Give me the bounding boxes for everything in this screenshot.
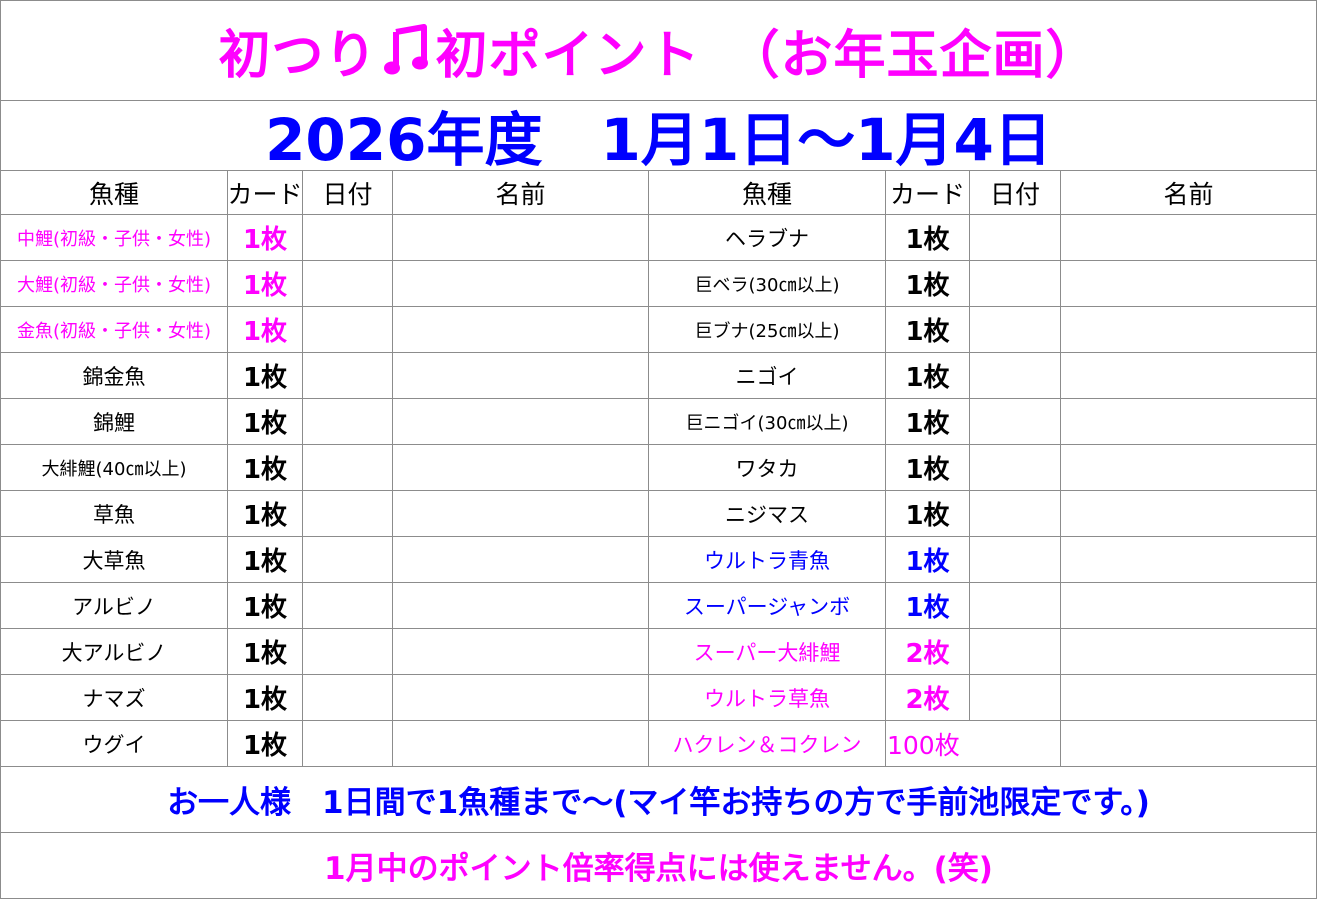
card-count-right: 1枚 <box>905 271 950 301</box>
card-count-left: 1枚 <box>242 409 288 439</box>
fish-name-left: アルビノ <box>72 594 156 619</box>
header-name-right: 名前 <box>1163 179 1214 209</box>
header-name-left: 名前 <box>495 179 546 209</box>
fish-name-left: ウグイ <box>82 732 146 757</box>
period-heading: 2026年度 1月1日～1月4日 <box>265 106 1052 169</box>
fish-name-right: スーパージャンボ <box>683 594 851 619</box>
fish-name-right: ワタカ <box>735 456 799 481</box>
card-count-right: 100枚 <box>887 730 960 760</box>
card-count-left: 1枚 <box>242 685 288 715</box>
grid-line <box>0 674 1317 675</box>
title-left: 初つり <box>218 25 378 86</box>
header-fish-left: 魚種 <box>88 179 139 209</box>
card-count-left: 1枚 <box>242 455 288 485</box>
card-count-right: 1枚 <box>905 455 950 485</box>
grid-line <box>0 490 1317 491</box>
grid-line <box>0 536 1317 537</box>
fish-name-right: ヘラブナ <box>725 226 809 251</box>
card-count-left: 1枚 <box>242 731 288 761</box>
card-count-left: 1枚 <box>242 501 288 531</box>
card-count-right: 1枚 <box>905 593 950 623</box>
footer-note-line: 1月中のポイント倍率得点には使えません。(笑) <box>324 851 993 887</box>
fish-name-left: 大緋鯉(40㎝以上) <box>41 458 187 480</box>
card-count-right: 1枚 <box>905 363 950 393</box>
fish-name-left: 草魚 <box>93 502 135 527</box>
grid-line <box>1060 170 1061 767</box>
fish-name-left: 金魚(初級・子供・女性) <box>16 320 212 342</box>
grid-line <box>885 170 886 767</box>
grid-line <box>0 582 1317 583</box>
fish-name-right: ニゴイ <box>735 364 799 389</box>
fish-name-left: 錦鯉 <box>93 410 135 435</box>
grid-line <box>0 100 1317 101</box>
fish-name-left: 大アルビノ <box>61 640 167 665</box>
grid-line <box>648 170 649 767</box>
grid-line <box>969 170 970 720</box>
grid-line <box>0 0 1 899</box>
grid-line <box>392 170 393 767</box>
card-count-left: 1枚 <box>242 271 288 301</box>
card-count-left: 1枚 <box>242 363 288 393</box>
music-note-icon <box>383 24 428 75</box>
grid-line <box>0 832 1317 833</box>
card-count-right: 2枚 <box>905 639 950 669</box>
card-count-right: 2枚 <box>905 685 950 715</box>
card-count-left: 1枚 <box>242 639 288 669</box>
grid-line <box>0 0 1317 1</box>
grid-line <box>0 766 1317 767</box>
card-count-right: 1枚 <box>905 501 950 531</box>
header-date-left: 日付 <box>322 179 373 209</box>
grid-line <box>0 398 1317 399</box>
grid-line <box>0 170 1317 171</box>
fish-name-right: 巨ベラ(30㎝以上) <box>694 274 840 296</box>
fish-name-left: 大鯉(初級・子供・女性) <box>16 274 212 296</box>
card-count-right: 1枚 <box>905 547 950 577</box>
fish-name-right: 巨ブナ(25㎝以上) <box>694 320 840 342</box>
fish-name-right: ハクレン＆コクレン <box>672 732 862 757</box>
grid-line <box>302 170 303 767</box>
header-card-right: カード <box>889 179 965 209</box>
fish-name-right: ニジマス <box>725 502 809 527</box>
fish-name-right: スーパー大緋鯉 <box>693 640 841 665</box>
grid-line <box>0 444 1317 445</box>
card-count-left: 1枚 <box>242 317 288 347</box>
card-count-right: 1枚 <box>905 317 950 347</box>
card-count-left: 1枚 <box>242 593 288 623</box>
title-right: 初ポイント （お年玉企画） <box>435 25 1099 86</box>
sheet-title: 初つり 初ポイント （お年玉企画） <box>1 1 1316 99</box>
fish-name-right: 巨ニゴイ(30㎝以上) <box>685 412 849 434</box>
card-count-right: 1枚 <box>905 225 950 255</box>
footer-rule-line: お一人様 1日間で1魚種まで～(マイ竿お持ちの方で手前池限定です。) <box>167 785 1150 821</box>
grid-line <box>0 352 1317 353</box>
header-date-right: 日付 <box>989 179 1040 209</box>
fish-name-right: ウルトラ草魚 <box>704 686 830 711</box>
grid-line <box>0 260 1317 261</box>
fish-name-left: 大草魚 <box>82 548 146 573</box>
card-count-right: 1枚 <box>905 409 950 439</box>
grid-line <box>0 214 1317 215</box>
fish-name-left: 中鯉(初級・子供・女性) <box>16 228 212 250</box>
header-fish-right: 魚種 <box>741 179 792 209</box>
grid-line <box>0 628 1317 629</box>
grid-line <box>0 720 1317 721</box>
fish-name-left: 錦金魚 <box>82 364 146 389</box>
grid-line <box>0 306 1317 307</box>
grid-line <box>227 170 228 767</box>
header-card-left: カード <box>228 179 302 209</box>
fish-name-left: ナマズ <box>82 686 146 711</box>
card-count-left: 1枚 <box>242 547 288 577</box>
fish-name-right: ウルトラ青魚 <box>704 548 830 573</box>
card-count-left: 1枚 <box>242 225 288 255</box>
